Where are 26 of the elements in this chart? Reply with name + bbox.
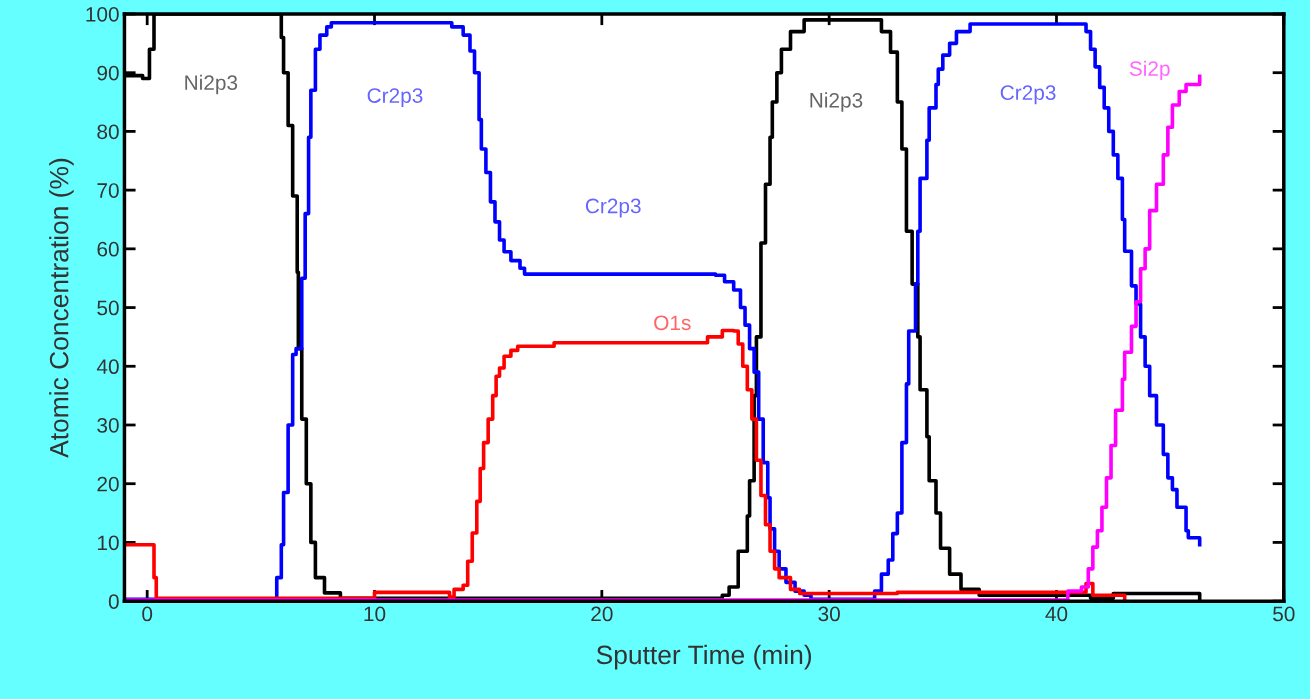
x-tick-label: 10: [364, 606, 386, 622]
x-tick-label: 20: [591, 606, 613, 622]
series-label: Ni2p3: [810, 92, 863, 112]
y-tick-label: 30: [97, 417, 119, 433]
text: Cr2p3: [1000, 85, 1056, 105]
x-tick-label: 0: [142, 606, 153, 622]
series-label: Si2p: [1129, 60, 1170, 81]
y-tick-label: 70: [97, 183, 119, 198]
y-axis-title: Atomic Concentration (%): [49, 158, 74, 458]
x-tick-label: 40: [1045, 606, 1068, 622]
x-axis-title: Sputter Time (min): [596, 644, 812, 670]
y-tick-label: 60: [97, 241, 119, 257]
y-tick-label: 100: [86, 6, 119, 22]
text: Cr2p3: [367, 88, 423, 108]
y-tick-label: 10: [98, 535, 119, 551]
y-tick-label: 40: [96, 359, 119, 375]
series-label: O1s: [654, 315, 691, 331]
y-tick-label: 0: [108, 594, 119, 609]
text: Cr2p3: [585, 198, 641, 218]
y-tick-label: 80: [97, 124, 119, 140]
y-tick-label: 90: [97, 65, 119, 81]
x-tick-label: 30: [818, 606, 840, 622]
y-tick-label: 20: [97, 476, 119, 492]
text: Ni2p3: [185, 74, 238, 95]
y-tick-label: 50: [97, 300, 119, 316]
x-tick-label: 50: [1273, 606, 1295, 622]
